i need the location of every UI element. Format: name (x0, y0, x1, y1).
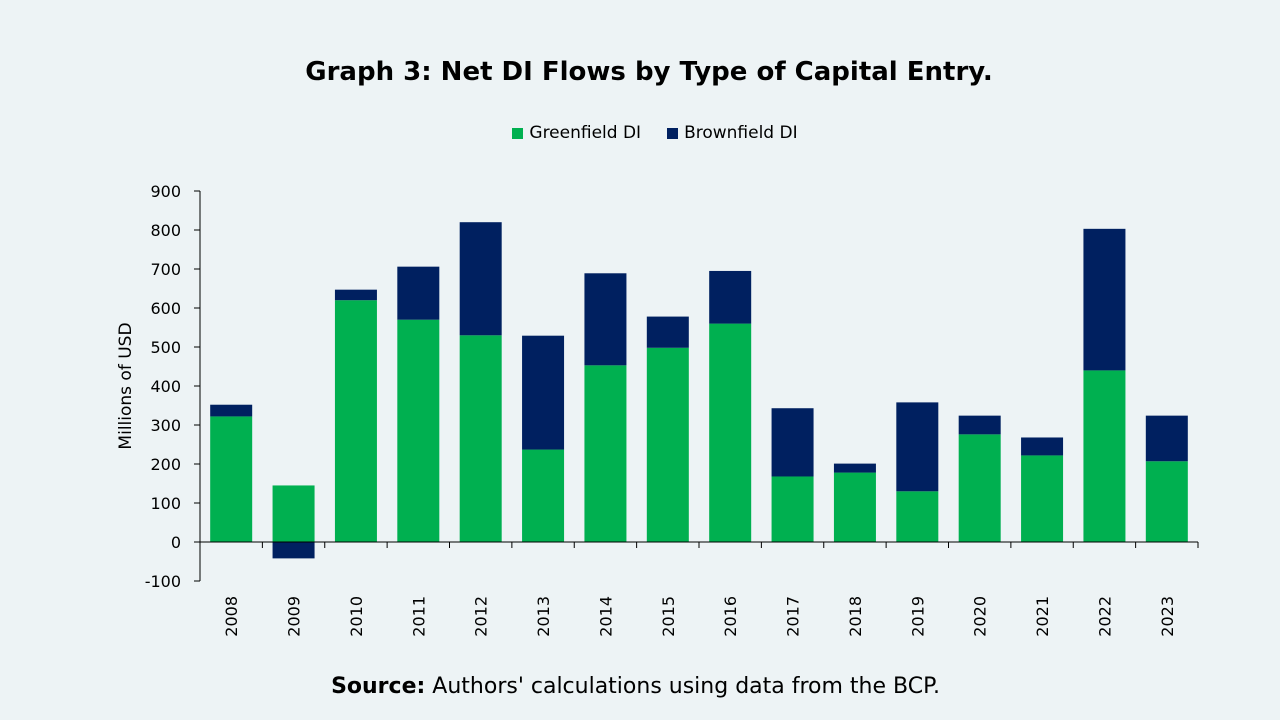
x-tick-label-2011: 2011 (409, 596, 428, 637)
legend-item-greenfield: Greenfield DI (512, 123, 641, 143)
legend-swatch-brownfield (667, 127, 679, 139)
x-tick-label-2010: 2010 (347, 596, 366, 637)
bar-brownfield-2016 (709, 270, 752, 324)
bar-brownfield-2023 (1145, 415, 1188, 462)
source-label: Source: (331, 674, 426, 699)
bar-brownfield-2009 (272, 542, 315, 559)
x-tick-label-2016: 2016 (721, 596, 740, 637)
bar-brownfield-2017 (771, 408, 814, 477)
legend-label-greenfield: Greenfield DI (529, 123, 642, 143)
x-tick-label-2018: 2018 (846, 596, 865, 637)
x-tick-label-2019: 2019 (908, 596, 927, 637)
y-tick-label-600: 600 (150, 299, 181, 318)
bar-greenfield-2018 (833, 472, 876, 542)
bar-greenfield-2008 (210, 416, 253, 542)
bar-brownfield-2012 (459, 222, 502, 336)
y-tick-label-0: 0 (171, 533, 181, 552)
bar-greenfield-2011 (397, 319, 440, 542)
y-tick-label-400: 400 (150, 377, 181, 396)
bar-greenfield-2015 (646, 347, 689, 542)
x-tick-label-2022: 2022 (1095, 596, 1114, 637)
y-tick-label-800: 800 (150, 221, 181, 240)
bar-greenfield-2020 (958, 434, 1001, 542)
bar-greenfield-2013 (522, 449, 565, 542)
bar-brownfield-2018 (833, 463, 876, 473)
source-note: Source: Authors' calculations using data… (0, 674, 1271, 699)
bar-brownfield-2014 (584, 273, 627, 366)
bar-greenfield-2021 (1021, 455, 1064, 542)
x-tick-label-2017: 2017 (784, 596, 803, 637)
bar-brownfield-2015 (646, 316, 689, 348)
bar-brownfield-2011 (397, 266, 440, 320)
y-tick-label-300: 300 (150, 416, 181, 435)
bar-greenfield-2022 (1083, 370, 1126, 542)
y-tick-label-500: 500 (150, 338, 181, 357)
x-tick-label-2020: 2020 (971, 596, 990, 637)
legend-item-brownfield: Brownfield DI (667, 123, 798, 143)
legend: Greenfield DI Brownfield DI (0, 123, 1280, 143)
bar-greenfield-2014 (584, 365, 627, 542)
x-tick-label-2013: 2013 (534, 596, 553, 637)
y-tick-label--100: -100 (145, 572, 181, 591)
legend-label-brownfield: Brownfield DI (684, 123, 798, 143)
bar-greenfield-2019 (896, 491, 939, 542)
bar-brownfield-2008 (210, 404, 253, 417)
x-tick-label-2008: 2008 (222, 596, 241, 637)
y-tick-label-900: 900 (150, 182, 181, 201)
bar-brownfield-2020 (958, 415, 1001, 435)
source-text: Authors' calculations using data from th… (425, 674, 940, 699)
bar-greenfield-2016 (709, 323, 752, 542)
legend-swatch-greenfield (512, 127, 524, 139)
x-tick-label-2014: 2014 (596, 596, 615, 637)
y-tick-label-700: 700 (150, 260, 181, 279)
x-tick-label-2012: 2012 (472, 596, 491, 637)
y-tick-label-100: 100 (150, 494, 181, 513)
bar-greenfield-2009 (272, 485, 315, 542)
x-tick-label-2009: 2009 (285, 596, 304, 637)
bar-brownfield-2010 (334, 289, 377, 301)
bar-greenfield-2012 (459, 335, 502, 542)
x-tick-label-2015: 2015 (659, 596, 678, 637)
bar-greenfield-2017 (771, 476, 814, 542)
bar-brownfield-2019 (896, 402, 939, 492)
bar-brownfield-2022 (1083, 228, 1126, 371)
y-tick-label-200: 200 (150, 455, 181, 474)
chart-title: Graph 3: Net DI Flows by Type of Capital… (305, 57, 993, 87)
x-tick-label-2023: 2023 (1158, 596, 1177, 637)
bar-brownfield-2013 (522, 335, 565, 450)
bar-brownfield-2021 (1021, 437, 1064, 456)
x-tick-label-2021: 2021 (1033, 596, 1052, 637)
bar-greenfield-2010 (334, 300, 377, 542)
bar-greenfield-2023 (1145, 461, 1188, 542)
